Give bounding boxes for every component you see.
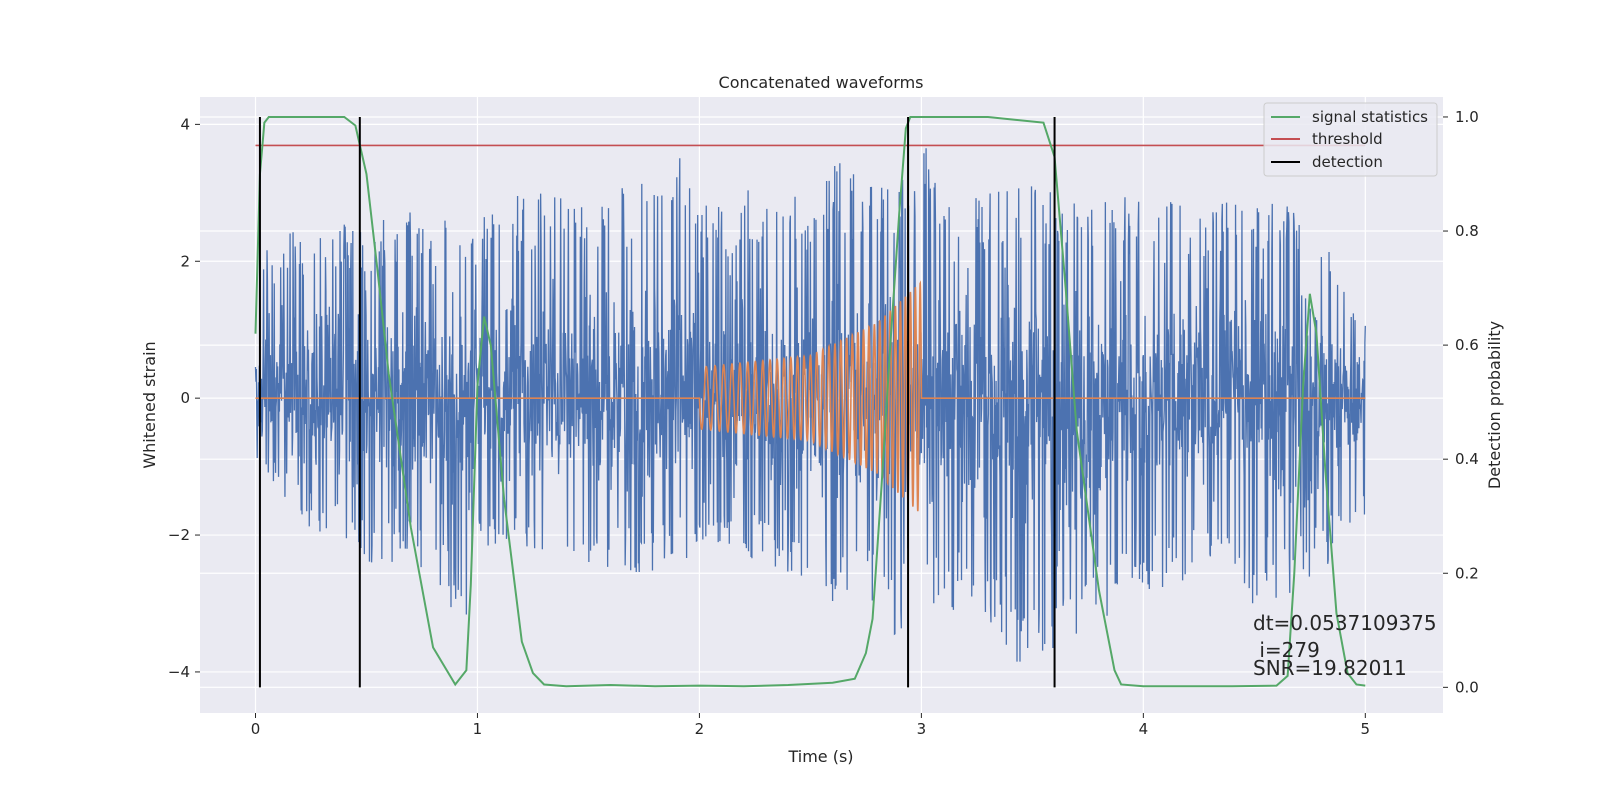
chart-title: Concatenated waveforms — [719, 73, 924, 92]
y2-tick-label: 0.8 — [1455, 222, 1479, 240]
x-tick-label: 0 — [251, 720, 261, 738]
x-tick-label: 4 — [1139, 720, 1149, 738]
legend-label-threshold: threshold — [1312, 130, 1383, 148]
y-tick-label: 0 — [180, 389, 190, 407]
x-tick-label: 1 — [473, 720, 483, 738]
y2-tick-label: 0.2 — [1455, 564, 1479, 582]
x-tick-label: 5 — [1361, 720, 1371, 738]
annotation-i: i=279 — [1253, 638, 1320, 662]
legend-box — [1263, 102, 1438, 177]
x-axis-ticks: 0 1 2 3 4 5 — [251, 713, 1370, 738]
legend: signal statistics threshold detection — [1263, 102, 1438, 177]
annotation-block: dt=0.0537109375 i=279 SNR=19.82011 — [1253, 611, 1437, 680]
y2-axis-ticks: 0.0 0.2 0.4 0.6 0.8 1.0 — [1443, 108, 1479, 696]
legend-label-signal-statistics: signal statistics — [1312, 108, 1428, 126]
y2-tick-label: 0.0 — [1455, 678, 1479, 696]
x-tick-label: 2 — [695, 720, 705, 738]
plot-series — [254, 115, 1366, 688]
x-tick-label: 3 — [917, 720, 927, 738]
y-tick-label: 4 — [180, 115, 190, 133]
detection-lines — [258, 116, 1056, 688]
y-axis-ticks: −4 −2 0 2 4 — [168, 115, 200, 681]
series-noisy-strain — [254, 148, 1366, 662]
y2-tick-label: 1.0 — [1455, 108, 1479, 126]
y2-tick-label: 0.6 — [1455, 336, 1479, 354]
y-axis-label: Whitened strain — [140, 341, 159, 468]
y-tick-label: −2 — [168, 526, 190, 544]
series-injected-waveform — [255, 280, 1366, 512]
legend-label-detection: detection — [1312, 153, 1383, 171]
series-signal-statistics — [254, 115, 1366, 688]
x-axis-label: Time (s) — [787, 747, 853, 766]
y-tick-label: 2 — [180, 252, 190, 270]
annotation-snr: SNR=19.82011 — [1253, 656, 1407, 680]
y-tick-label: −4 — [168, 663, 190, 681]
annotation-dt: dt=0.0537109375 — [1253, 611, 1437, 635]
y2-tick-label: 0.4 — [1455, 450, 1479, 468]
y2-axis-label: Detection probability — [1485, 321, 1504, 489]
